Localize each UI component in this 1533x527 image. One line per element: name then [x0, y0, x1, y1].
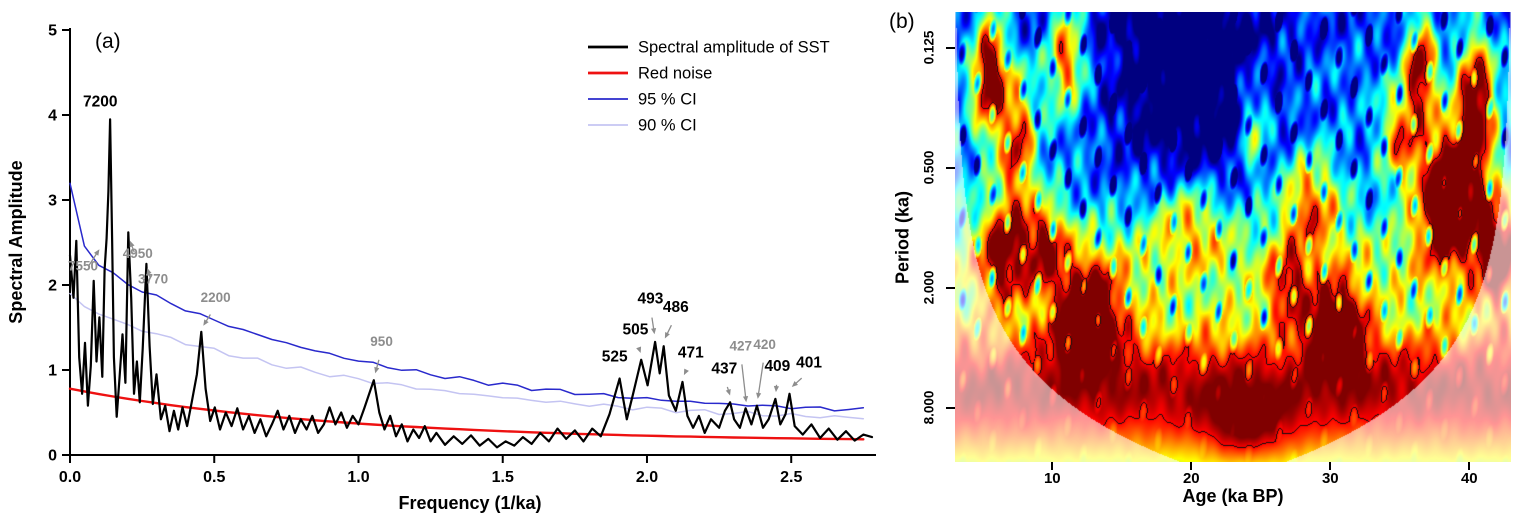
peak-arrowhead — [773, 385, 780, 393]
y-tick-label: 2 — [48, 278, 57, 295]
period-tick — [946, 287, 955, 289]
x-tick-label: 0.5 — [203, 469, 225, 486]
peak-label-4950: 4950 — [123, 246, 153, 261]
spectral-amplitude-chart: 0 1 2 3 4 5 0.0 0.5 1.0 1.5 2.0 2.5 Frequency (1/ka)… — [6, 23, 876, 513]
peak-label-7200: 7200 — [83, 94, 117, 111]
legend-label: 90 % CI — [638, 117, 697, 135]
x-tick-label: 2.0 — [636, 469, 658, 486]
peak-label-486: 486 — [663, 299, 689, 316]
peak-arrowhead — [756, 392, 762, 399]
y-tick-label: 4 — [48, 108, 57, 125]
y-tick-label: 5 — [48, 23, 57, 40]
peak-arrow — [757, 362, 764, 396]
peak-arrowhead — [683, 368, 689, 376]
period-tick-label: 2.000 — [921, 270, 937, 305]
x-tick-label: 2.5 — [780, 469, 802, 486]
series-95-ci — [69, 182, 865, 412]
panel-wavelet: (b) Period (ka) Age (ka BP) 0.125 0.500 2.… — [885, 0, 1533, 527]
period-tick — [946, 407, 955, 409]
age-tick-label: 40 — [1460, 470, 1478, 487]
peak-arrowhead — [93, 249, 100, 256]
x-tick-label: 1.5 — [492, 469, 514, 486]
legend-label: 95 % CI — [638, 91, 697, 109]
peak-arrow — [87, 252, 98, 267]
legend-label: Red noise — [638, 65, 712, 83]
peak-arrowhead — [742, 396, 749, 403]
period-axis-label: Period (ka) — [892, 190, 913, 285]
series-spectral-amplitude-of-sst — [68, 118, 874, 449]
peak-label-7550: 7550 — [68, 259, 98, 274]
peak-arrowhead — [651, 327, 657, 335]
peak-label-950: 950 — [370, 334, 393, 349]
peak-label-471: 471 — [678, 344, 704, 361]
peak-label-493: 493 — [638, 291, 664, 308]
y-tick-label: 0 — [48, 448, 57, 465]
age-tick-label: 10 — [1043, 470, 1061, 487]
age-axis-label: Age (ka BP) — [1182, 486, 1284, 506]
wavelet-heatmap — [955, 12, 1511, 462]
period-tick-label: 0.500 — [921, 150, 937, 185]
panel-a-label: (a) — [95, 30, 121, 53]
age-tick — [1329, 462, 1332, 470]
peak-arrowhead — [725, 388, 731, 396]
peak-label-3770: 3770 — [138, 271, 168, 286]
peak-arrowhead — [791, 381, 799, 387]
panel-spectral: 0 1 2 3 4 5 0.0 0.5 1.0 1.5 2.0 2.5 Frequency (1/ka)… — [6, 23, 876, 513]
y-tick-label: 1 — [48, 363, 57, 380]
x-tick-label: 0.0 — [59, 469, 81, 486]
peak-label-401: 401 — [796, 354, 822, 371]
peak-arrowhead — [664, 332, 670, 339]
series-red-noise — [68, 387, 865, 441]
frequency-axis-label: Frequency (1/ka) — [398, 493, 541, 513]
period-tick-label: 8.000 — [921, 390, 937, 425]
peak-arrow — [741, 364, 747, 399]
peak-arrowhead — [636, 346, 642, 353]
age-tick — [1190, 462, 1193, 470]
peak-label-427: 427 — [729, 338, 752, 353]
peak-label-420: 420 — [753, 337, 776, 352]
peak-arrowhead — [203, 319, 209, 326]
peak-label-505: 505 — [623, 321, 649, 338]
peak-label-525: 525 — [602, 349, 628, 366]
peak-arrowhead — [374, 366, 380, 374]
age-tick-label: 30 — [1321, 470, 1339, 487]
y-tick-label: 3 — [48, 193, 57, 210]
peak-label-409: 409 — [764, 358, 790, 375]
peak-arrowhead — [129, 240, 135, 248]
peak-arrow — [651, 317, 655, 331]
peak-arrowhead — [146, 268, 152, 275]
peak-label-2200: 2200 — [201, 290, 231, 305]
period-tick — [946, 167, 955, 169]
panel-b-label: (b) — [889, 10, 915, 33]
age-tick — [1051, 462, 1054, 470]
period-tick — [946, 47, 955, 49]
age-tick — [1468, 462, 1471, 470]
peak-label-437: 437 — [711, 360, 737, 377]
x-tick-label: 1.0 — [347, 469, 369, 486]
legend-label: Spectral amplitude of SST — [638, 39, 830, 57]
spectral-amplitude-axis-label: Spectral Amplitude — [6, 160, 26, 323]
age-tick-label: 20 — [1182, 470, 1200, 487]
period-tick-label: 0.125 — [921, 30, 937, 65]
